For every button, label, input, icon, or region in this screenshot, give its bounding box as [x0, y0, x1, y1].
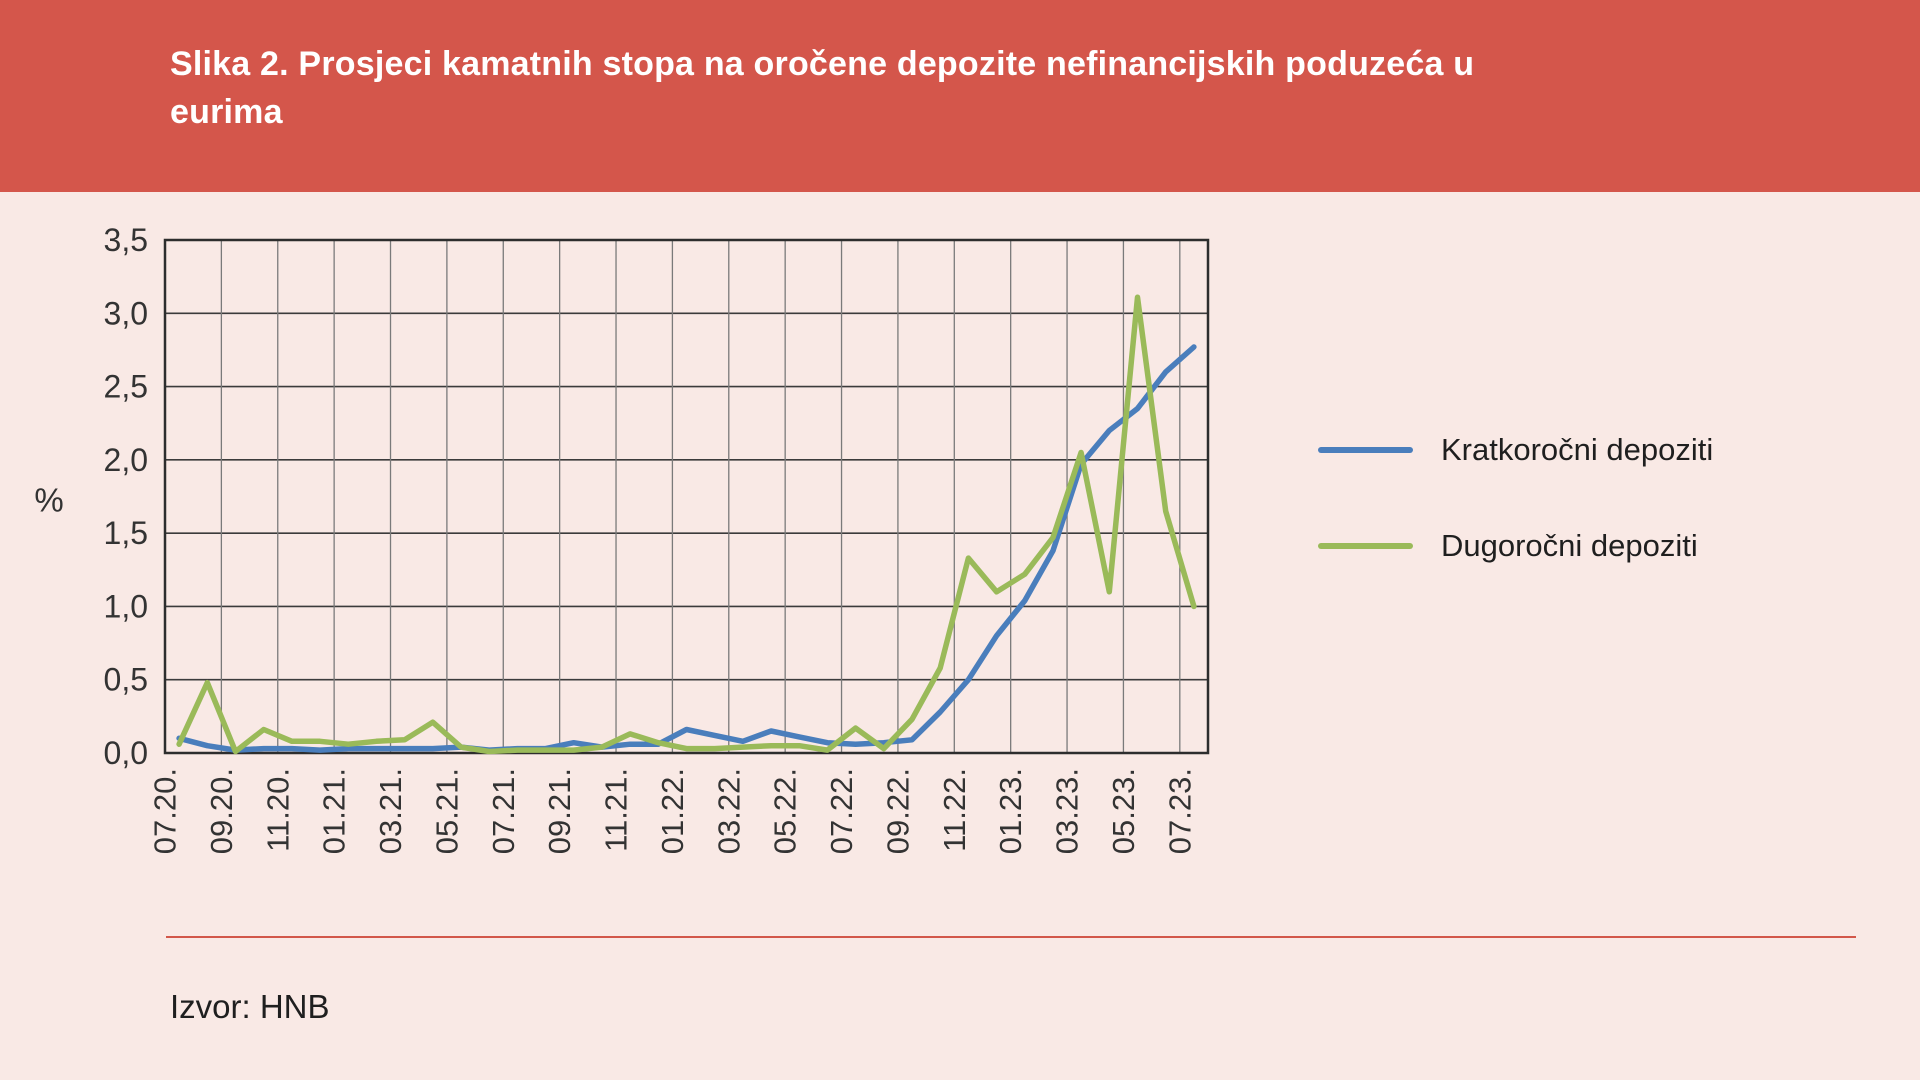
x-tick-label: 11.22. — [937, 768, 972, 852]
legend-item-long-term: Dugoročni depoziti — [1318, 526, 1738, 566]
y-tick-label: 1,5 — [104, 515, 148, 551]
y-tick-label: 0,5 — [104, 662, 148, 698]
x-tick-label: 07.23. — [1162, 768, 1197, 854]
x-tick-label: 09.21. — [542, 768, 577, 854]
figure-title: Slika 2. Prosjeci kamatnih stopa na oroč… — [170, 40, 1520, 136]
footer-separator — [166, 936, 1856, 938]
header-band: Slika 2. Prosjeci kamatnih stopa na oroč… — [0, 0, 1920, 192]
y-tick-label: 2,5 — [104, 369, 148, 405]
legend-label-short-term: Kratkoročni depoziti — [1441, 432, 1714, 467]
short-term-line-swatch — [1318, 447, 1413, 453]
x-tick-label: 09.22. — [880, 768, 915, 854]
y-tick-label: 1,0 — [104, 588, 148, 624]
legend-item-short-term: Kratkoročni depoziti — [1318, 430, 1738, 470]
x-tick-label: 07.21. — [486, 768, 521, 854]
figure-title-line2: eurima — [170, 93, 283, 131]
x-tick-label: 09.20. — [204, 768, 239, 854]
y-tick-label: 2,0 — [104, 442, 148, 478]
x-tick-label: 11.20. — [260, 768, 295, 852]
x-tick-label: 03.22. — [711, 768, 746, 854]
x-tick-label: 05.23. — [1106, 768, 1141, 854]
y-axis-unit-label: % — [34, 482, 63, 519]
y-tick-label: 3,0 — [104, 295, 148, 331]
plot-border — [163, 238, 1210, 755]
y-tick-label: 0,0 — [104, 735, 148, 771]
figure-title-line1: Slika 2. Prosjeci kamatnih stopa na oroč… — [170, 45, 1475, 83]
short-term-deposits-line — [176, 344, 1197, 753]
x-tick-label: 11.21. — [599, 768, 634, 852]
x-tick-label: 01.21. — [317, 768, 352, 854]
x-tick-label: 05.21. — [429, 768, 464, 854]
long-term-deposits-line — [176, 294, 1197, 755]
source-note: Izvor: HNB — [170, 988, 330, 1025]
legend-label-long-term: Dugoročni depoziti — [1441, 528, 1698, 563]
x-tick-label: 07.22. — [824, 768, 859, 854]
chart-legend: Kratkoročni depoziti Dugoročni depoziti — [1318, 430, 1738, 622]
x-tick-label: 01.22. — [655, 768, 690, 854]
long-term-line-swatch — [1318, 543, 1413, 549]
x-tick-label: 03.21. — [373, 768, 408, 854]
x-tick-label: 03.23. — [1050, 768, 1085, 854]
y-tick-label: 3,5 — [104, 222, 148, 258]
x-tick-label: 07.20. — [148, 768, 183, 854]
x-tick-label: 05.22. — [768, 768, 803, 854]
x-tick-label: 01.23. — [993, 768, 1028, 854]
